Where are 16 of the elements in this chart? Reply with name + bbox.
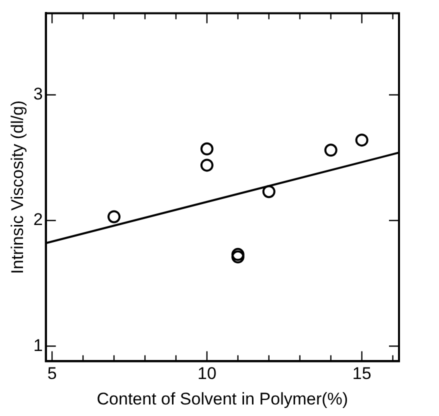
x-tick-label: 5 xyxy=(47,364,57,384)
point xyxy=(231,250,244,264)
x-axis-title: Content of Solvent in Polymer(%) xyxy=(96,389,348,408)
x-tick-label: 15 xyxy=(352,364,372,384)
x-tick-label: 10 xyxy=(197,364,216,384)
point xyxy=(108,210,121,224)
point xyxy=(231,248,244,261)
point xyxy=(200,142,214,156)
y-tick-label: 2 xyxy=(33,210,43,230)
point xyxy=(355,134,368,147)
y-tick-label: 1 xyxy=(33,336,43,355)
y-axis-title: Intrinsic Viscosity (dl/g) xyxy=(8,100,27,274)
y-tick-label: 3 xyxy=(33,84,43,104)
point xyxy=(200,158,214,172)
point xyxy=(324,144,338,157)
point xyxy=(262,185,276,198)
